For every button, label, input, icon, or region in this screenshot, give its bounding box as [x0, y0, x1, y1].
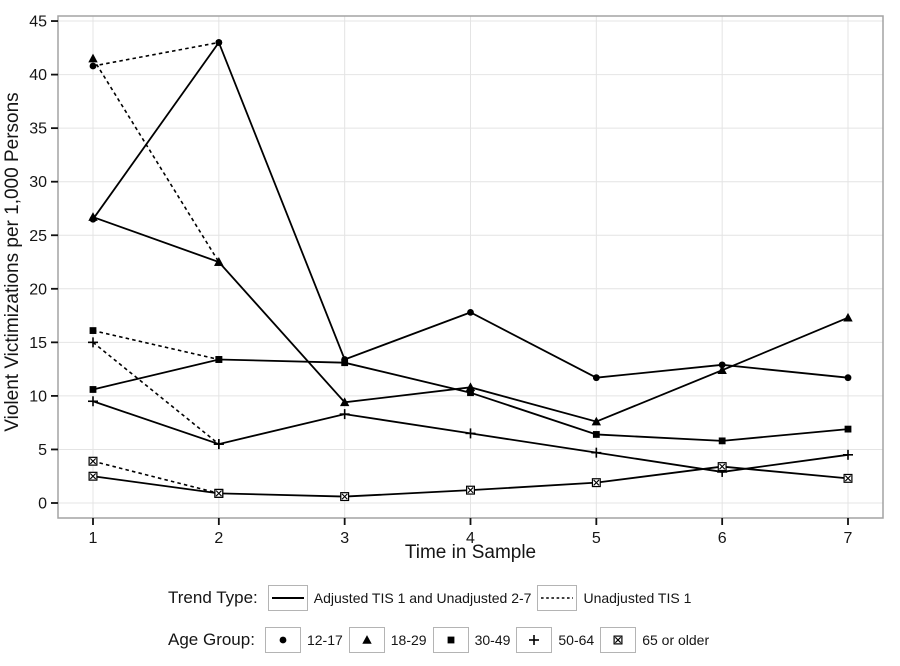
svg-text:5: 5: [592, 530, 601, 547]
age-group-title: Age Group:: [168, 629, 255, 649]
svg-text:20: 20: [29, 281, 47, 298]
age-label-65-older: 65 or older: [642, 631, 710, 648]
square-marker-icon: [447, 636, 454, 643]
solid-line-key: [267, 585, 308, 611]
svg-text:3: 3: [340, 530, 349, 547]
svg-text:30: 30: [29, 174, 47, 191]
svg-text:5: 5: [38, 442, 47, 459]
svg-text:4: 4: [466, 530, 475, 547]
svg-text:45: 45: [29, 14, 47, 31]
age-label-50-64: 50-64: [558, 631, 595, 648]
trend-type-title: Trend Type:: [168, 588, 258, 607]
dashed-line-key: [537, 585, 578, 611]
age-label-12-17: 12-17: [306, 631, 343, 648]
svg-text:7: 7: [844, 530, 853, 547]
svg-text:Violent Victimizations per 1,0: Violent Victimizations per 1,000 Persons: [2, 92, 23, 431]
age-key-12-17: [264, 626, 301, 653]
svg-text:35: 35: [29, 121, 47, 138]
age-key-18-29: [348, 626, 385, 653]
svg-text:25: 25: [29, 228, 47, 245]
svg-text:6: 6: [718, 530, 727, 547]
age-label-30-49: 30-49: [474, 631, 511, 648]
plus-marker-icon: [529, 634, 540, 645]
svg-text:1: 1: [89, 530, 98, 547]
age-key-30-49: [432, 626, 469, 653]
triangle-marker-icon: [362, 634, 372, 644]
age-key-65-older: [600, 626, 637, 653]
trend-entry-dashed-label: Unadjusted TIS 1: [583, 590, 692, 606]
svg-text:40: 40: [29, 67, 47, 84]
svg-text:15: 15: [29, 335, 47, 352]
solid-line-icon: [271, 597, 304, 599]
svg-text:2: 2: [214, 530, 223, 547]
age-group-legend: Age Group: 12-17 18-29 30-49 50-64 65 or…: [168, 626, 709, 653]
age-label-18-29: 18-29: [390, 631, 427, 648]
circle-marker-icon: [279, 636, 287, 643]
age-key-50-64: [516, 626, 553, 653]
trend-entry-solid-label: Adjusted TIS 1 and Unadjusted 2-7: [313, 590, 532, 606]
boxed-x-marker-icon: [613, 634, 623, 645]
dashed-line-icon: [541, 597, 574, 599]
svg-text:Time in Sample: Time in Sample: [405, 542, 536, 563]
svg-text:10: 10: [29, 388, 47, 405]
trend-type-legend: Trend Type: Adjusted TIS 1 and Unadjuste…: [168, 585, 691, 611]
svg-text:0: 0: [38, 496, 47, 513]
